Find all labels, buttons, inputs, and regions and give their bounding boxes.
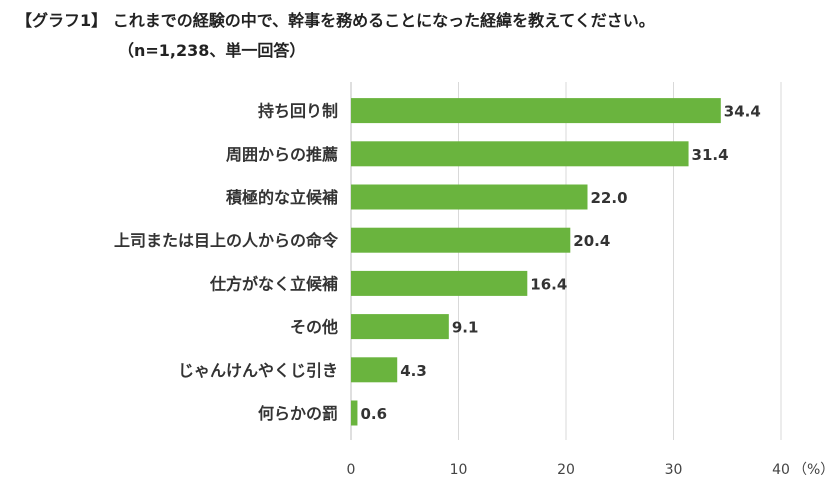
bar — [351, 141, 689, 167]
category-label: 仕方がなく立候補 — [209, 274, 338, 293]
unit-label: （%） — [793, 462, 834, 478]
value-label: 16.4 — [530, 275, 567, 293]
x-tick-label: 40 — [772, 462, 790, 478]
category-label: 上司または目上の人からの命令 — [114, 231, 339, 250]
x-tick-label: 20 — [557, 462, 575, 478]
value-label: 20.4 — [573, 232, 610, 250]
category-label: 何らかの罰 — [258, 404, 338, 423]
category-label: じゃんけんやくじ引き — [178, 361, 338, 380]
value-label: 22.0 — [591, 189, 628, 207]
x-tick-label: 10 — [450, 462, 468, 478]
bar — [351, 314, 449, 340]
bar — [351, 98, 721, 124]
bar — [351, 270, 528, 296]
value-label: 4.3 — [400, 362, 427, 380]
x-tick-label: 0 — [347, 462, 356, 478]
x-tick-label: 30 — [665, 462, 683, 478]
value-label: 0.6 — [360, 405, 387, 423]
category-label: その他 — [290, 318, 338, 337]
chart-subtitle: （n=1,238、単一回答） — [118, 41, 306, 60]
value-label: 31.4 — [692, 146, 729, 164]
bar — [351, 184, 588, 210]
bar — [351, 357, 398, 383]
category-label: 積極的な立候補 — [225, 188, 338, 207]
bar — [351, 400, 358, 426]
category-label: 周囲からの推薦 — [226, 145, 338, 164]
value-label: 9.1 — [452, 319, 479, 337]
category-label: 持ち回り制 — [258, 102, 338, 121]
bar — [351, 227, 571, 253]
chart-title: 【グラフ1】 これまでの経験の中で、幹事を務めることになった経緯を教えてください… — [16, 11, 655, 30]
value-label: 34.4 — [724, 103, 761, 121]
